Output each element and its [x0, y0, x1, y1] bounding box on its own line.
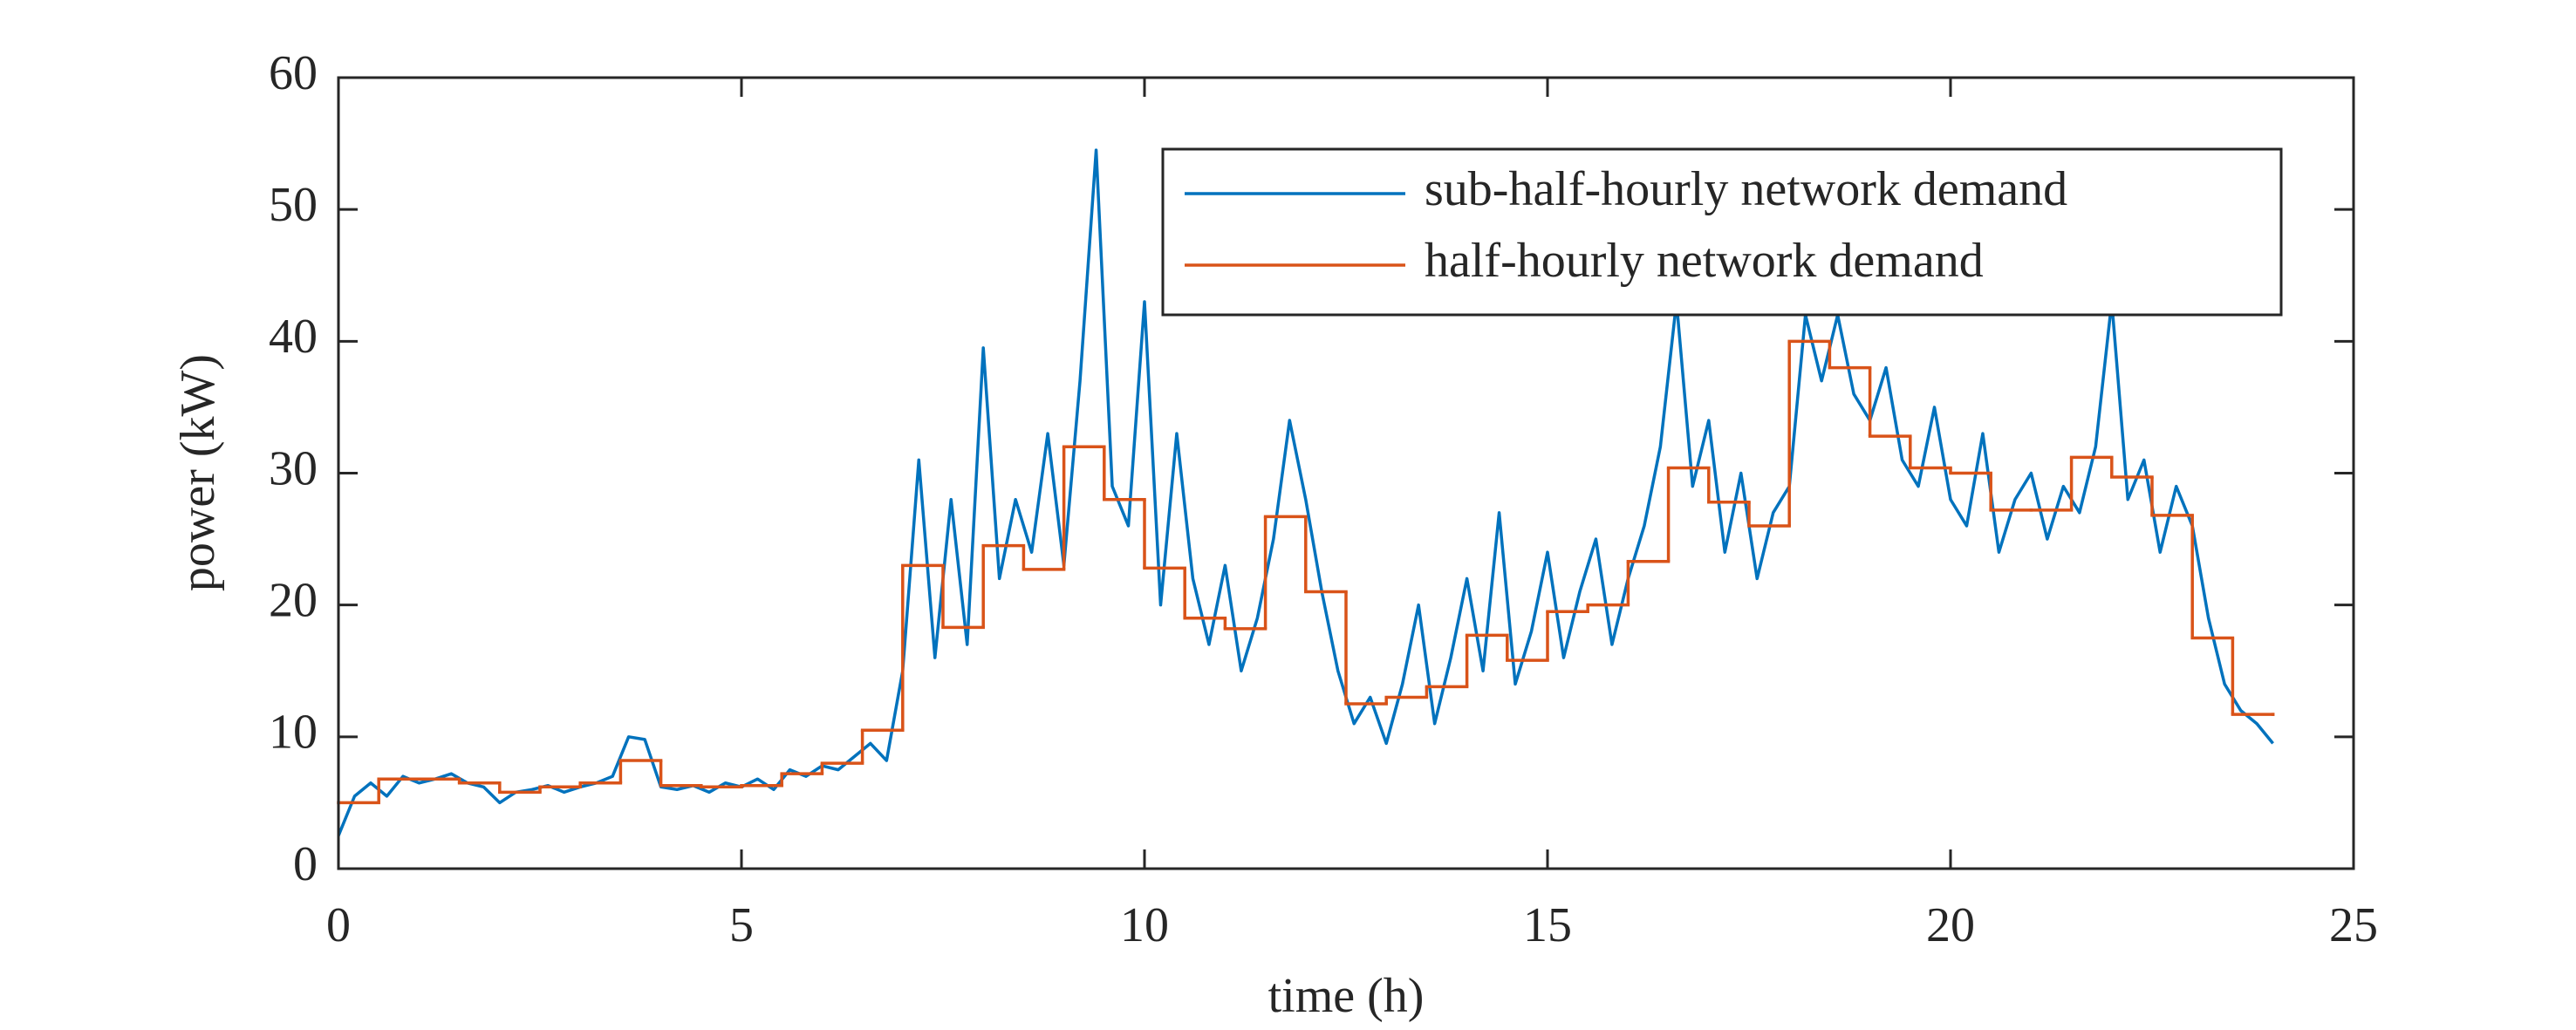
y-tick-label: 0: [293, 837, 318, 891]
x-tick-label: 10: [1120, 898, 1169, 952]
legend: sub-half-hourly network demand half-hourl…: [1161, 147, 2283, 317]
x-tick-label: 0: [326, 898, 351, 952]
y-tick-label: 50: [269, 178, 318, 232]
step-line: [337, 339, 2275, 805]
x-axis-label: time (h): [1268, 969, 1425, 1023]
y-tick-label: 10: [269, 706, 318, 760]
legend-label: half-hourly network demand: [1425, 234, 1984, 288]
x-tick-label: 15: [1523, 898, 1572, 952]
y-tick-label: 60: [269, 46, 318, 100]
y-tick-label: 20: [269, 574, 318, 628]
x-tick-label: 25: [2329, 898, 2378, 952]
x-tick-label: 20: [1926, 898, 1975, 952]
legend-label: sub-half-hourly network demand: [1425, 162, 2067, 216]
legend-box: [1161, 147, 2283, 317]
y-axis-label: power (kW): [171, 354, 225, 591]
y-tick-label: 30: [269, 441, 318, 495]
plot-frame: [337, 76, 2355, 870]
y-tick-label: 40: [269, 310, 318, 364]
x-tick-label: 5: [729, 898, 754, 952]
